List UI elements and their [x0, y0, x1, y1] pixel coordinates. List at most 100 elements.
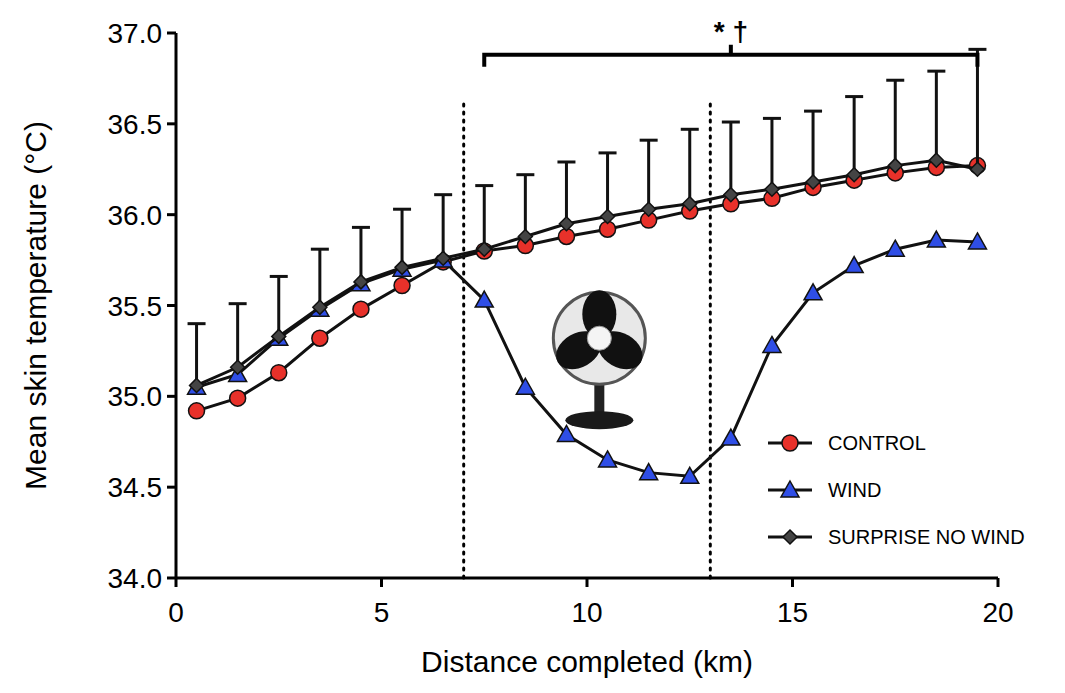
series-marker [394, 278, 410, 294]
error-bar-stem [853, 97, 856, 175]
x-tick-label: 20 [982, 597, 1013, 628]
error-bar-cap [681, 128, 699, 131]
y-tick [167, 32, 176, 35]
series-marker [393, 260, 411, 276]
chart: 34.034.535.035.536.036.537.005101520Dist… [0, 0, 1065, 693]
series-marker [599, 451, 617, 467]
error-bar [640, 140, 658, 209]
error-bar-cap [927, 70, 945, 73]
error-bar [434, 195, 452, 259]
fan-hub [587, 326, 611, 350]
error-bar [763, 118, 781, 189]
series-marker [516, 378, 534, 394]
error-bar-cap [599, 151, 617, 154]
error-bar [188, 324, 206, 386]
error-bar-cap [886, 79, 904, 82]
significance-label: * † [714, 16, 748, 47]
series-marker [806, 175, 820, 189]
y-tick-label: 35.0 [108, 381, 163, 412]
series-marker [847, 168, 861, 182]
y-tick-label: 37.0 [108, 18, 163, 49]
y-tick [167, 486, 176, 489]
series-marker [353, 301, 369, 317]
error-bar-stem [524, 175, 527, 237]
error-bar-stem [729, 122, 732, 195]
error-bar-stem [195, 324, 198, 386]
error-bar-cap [188, 322, 206, 325]
error-bar-cap [968, 48, 986, 51]
series-marker [968, 233, 986, 249]
x-tick [586, 578, 589, 587]
series-marker [642, 202, 656, 216]
series-line [197, 240, 978, 476]
series-marker [272, 329, 286, 343]
error-bar-stem [236, 304, 239, 368]
error-bar [352, 227, 370, 282]
series-marker [476, 243, 492, 259]
error-bar-stem [565, 162, 568, 224]
error-bar-stem [359, 227, 362, 282]
series-marker [477, 242, 491, 256]
error-bar [886, 80, 904, 165]
error-bar-cap [229, 302, 247, 305]
error-bar-cap [722, 121, 740, 124]
error-bar-stem [401, 209, 404, 267]
reference-line [709, 98, 712, 578]
series-marker [271, 365, 287, 381]
x-axis-title: Distance completed (km) [421, 645, 753, 678]
error-bar-stem [688, 129, 691, 203]
series-marker [352, 275, 370, 291]
x-tick [380, 578, 383, 587]
error-bar-cap [804, 110, 822, 113]
series-marker [354, 275, 368, 289]
series-marker [557, 425, 575, 441]
significance-bracket [484, 45, 977, 67]
series-marker [683, 197, 697, 211]
error-bar [804, 111, 822, 182]
series-marker [434, 251, 452, 267]
error-bar-cap [557, 160, 575, 163]
series-marker [681, 467, 699, 483]
series-line [197, 166, 978, 411]
x-tick-label: 15 [777, 597, 808, 628]
error-bar-cap [475, 184, 493, 187]
error-bar [270, 276, 288, 336]
error-bar-stem [770, 118, 773, 189]
legend-marker [781, 481, 799, 497]
series-marker [189, 403, 205, 419]
x-tick-label: 5 [374, 597, 390, 628]
legend: CONTROLWINDSURPRISE NO WIND [768, 432, 1025, 548]
series-marker [312, 330, 328, 346]
series-marker [886, 240, 904, 256]
error-bar [229, 304, 247, 368]
error-bar-cap [845, 95, 863, 98]
error-bar-cap [516, 173, 534, 176]
y-tick-label: 34.0 [108, 563, 163, 594]
y-tick-label: 36.0 [108, 200, 163, 231]
fan-icon [549, 290, 649, 429]
error-bar-cap [393, 208, 411, 211]
error-bar [311, 249, 329, 307]
legend-marker [783, 530, 797, 544]
series-marker [763, 336, 781, 352]
series-line [197, 160, 978, 385]
error-bar-cap [434, 193, 452, 196]
y-tick-label: 36.5 [108, 109, 163, 140]
y-tick-label: 34.5 [108, 472, 163, 503]
error-bar [516, 175, 534, 237]
legend-label: WIND [828, 479, 881, 501]
series-marker [929, 153, 943, 167]
series-marker [601, 209, 615, 223]
series-marker [722, 429, 740, 445]
series-marker [313, 300, 327, 314]
x-tick [175, 578, 178, 587]
error-bar-stem [647, 140, 650, 209]
error-bar-cap [311, 248, 329, 251]
fan-base [565, 411, 633, 429]
series-marker [518, 229, 532, 243]
error-bar-cap [270, 275, 288, 278]
error-bar-stem [935, 71, 938, 160]
x-tick [997, 578, 1000, 587]
error-bar-stem [606, 153, 609, 217]
y-tick [167, 304, 176, 307]
